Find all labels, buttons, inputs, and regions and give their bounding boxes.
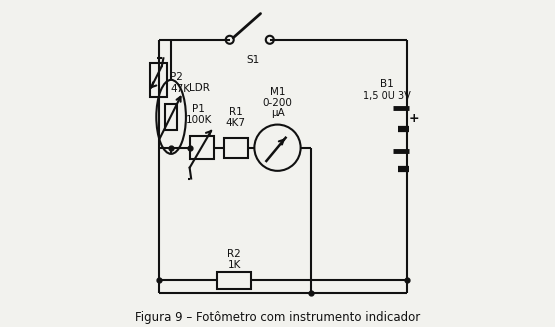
Bar: [165, 104, 177, 129]
Text: S1: S1: [246, 55, 259, 65]
Text: 100K: 100K: [186, 114, 212, 125]
Text: M1: M1: [270, 87, 285, 97]
Text: R1: R1: [229, 107, 243, 117]
Text: Figura 9 – Fotômetro com instrumento indicador: Figura 9 – Fotômetro com instrumento ind…: [135, 311, 420, 324]
Text: 0-200: 0-200: [263, 98, 292, 108]
Text: 47K: 47K: [170, 84, 190, 94]
Text: 1K: 1K: [228, 260, 241, 269]
Bar: [190, 136, 214, 160]
Bar: [150, 63, 168, 97]
Text: LDR: LDR: [189, 83, 210, 93]
Text: P2: P2: [170, 72, 183, 82]
Text: P1: P1: [193, 104, 205, 114]
Bar: [224, 138, 248, 158]
Text: μA: μA: [271, 109, 284, 118]
Text: 4K7: 4K7: [226, 118, 246, 128]
Text: R2: R2: [228, 249, 241, 259]
Text: 1,5 0U 3V: 1,5 0U 3V: [363, 92, 411, 101]
Text: +: +: [408, 112, 419, 125]
Bar: [218, 272, 251, 289]
Text: B1: B1: [380, 79, 394, 89]
